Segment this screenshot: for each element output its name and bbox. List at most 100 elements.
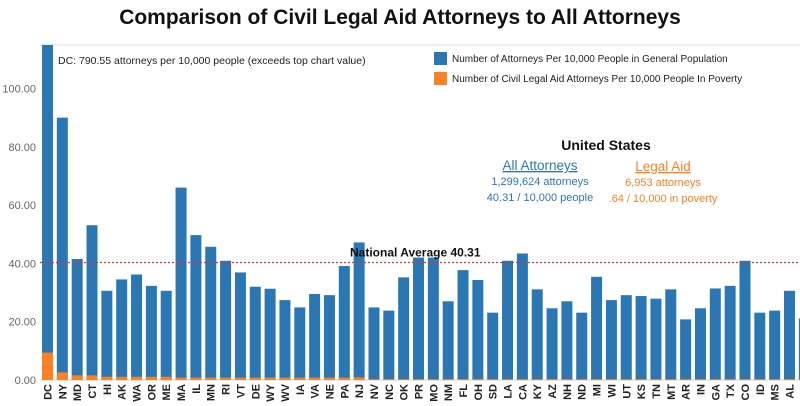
dc-annotation: DC: 790.55 attorneys per 10,000 people (… (58, 55, 366, 67)
bar-general-ND (576, 312, 588, 380)
bar-legal-aid-ME (160, 376, 172, 380)
bar-general-WI (605, 300, 617, 380)
bar-legal-aid-WV (279, 377, 291, 380)
x-tick-label: AL (785, 384, 797, 399)
legal-aid-count: 6,953 attorneys (625, 177, 701, 189)
bar-general-TN (650, 298, 662, 380)
bar-general-VA (309, 294, 321, 380)
legend-label-general: Number of Attorneys Per 10,000 People in… (452, 54, 728, 65)
x-tick-label: IL (191, 384, 203, 394)
x-tick-label: PA (339, 384, 351, 399)
x-tick-label: OK (399, 384, 411, 401)
bar-legal-aid-MI (591, 379, 603, 380)
x-tick-label: FL (458, 384, 470, 398)
bar-general-FL (457, 270, 469, 380)
bar-legal-aid-AZ (546, 379, 558, 380)
x-tick-label: NV (369, 383, 381, 399)
bar-general-HI (101, 290, 113, 380)
bar-legal-aid-OK (398, 379, 410, 380)
legend-swatch-legal-aid (434, 72, 447, 85)
bar-general-OR (145, 285, 157, 380)
bar-legal-aid-WY (264, 377, 276, 380)
all-attorneys-rate: 40.31 / 10,000 people (487, 192, 593, 204)
bar-legal-aid-CT (86, 375, 98, 380)
bar-legal-aid-PR (413, 379, 424, 380)
bar-general-KY (531, 289, 543, 380)
bar-general-CA (516, 253, 528, 380)
bar-legal-aid-TX (724, 379, 736, 380)
bar-legal-aid-MN (205, 377, 217, 380)
bar-legal-aid-PA (338, 377, 350, 380)
legend-swatch-general (434, 52, 447, 65)
bar-legal-aid-AK (116, 376, 128, 380)
bar-legal-aid-NH (561, 379, 573, 380)
x-tick-label: IN (695, 384, 707, 395)
bar-general-MA (175, 187, 187, 380)
x-tick-label: KS (636, 384, 648, 399)
x-tick-label: NE (324, 384, 336, 399)
bar-legal-aid-FL (457, 379, 469, 380)
bar-general-ID (754, 312, 766, 380)
summary-heading: United States (561, 137, 651, 153)
bar-general-NH (561, 301, 573, 380)
bar-general-PR (413, 257, 424, 380)
x-tick-label: KY (532, 383, 544, 399)
x-tick-label: GA (710, 384, 722, 401)
bar-general-ME (160, 290, 172, 380)
bar-legal-aid-NY (56, 372, 68, 380)
bar-general-AZ (546, 308, 558, 380)
x-tick-label: OH (473, 384, 485, 401)
bar-legal-aid-TN (650, 379, 662, 380)
bar-general-NE (323, 295, 335, 380)
bar-general-NM (442, 301, 454, 380)
y-tick-label: 0.00 (15, 375, 36, 387)
x-tick-label: OR (146, 384, 158, 401)
bar-general-IA (294, 307, 306, 380)
x-tick-label: RI (221, 384, 233, 395)
bar-legal-aid-DE (249, 377, 261, 380)
national-average-label: National Average 40.31 (350, 245, 481, 259)
bar-legal-aid-NJ (353, 377, 365, 380)
bar-general-MT (665, 289, 677, 380)
y-tick-label: 20.00 (8, 317, 36, 329)
bar-general-WA (131, 274, 143, 380)
bar-general-LA (502, 260, 514, 380)
y-tick-label: 100.00 (2, 84, 36, 96)
x-tick-label: DE (250, 384, 262, 399)
y-tick-label: 60.00 (8, 200, 36, 212)
x-tick-label: SD (488, 384, 500, 399)
x-tick-label: MD (72, 384, 84, 401)
bar-general-OK (398, 277, 410, 380)
x-tick-label: AR (681, 384, 693, 400)
x-tick-label: CT (87, 384, 99, 399)
bar-legal-aid-IL (190, 377, 202, 380)
bar-legal-aid-MD (71, 375, 83, 380)
bar-general-NC (383, 310, 395, 380)
x-tick-label: NM (443, 384, 455, 401)
bar-general-NJ (353, 242, 365, 380)
x-tick-label: MS (770, 384, 782, 401)
bar-legal-aid-KS (635, 379, 647, 380)
bar-legal-aid-NE (323, 377, 335, 380)
x-tick-label: UT (621, 384, 633, 399)
bar-general-MD (71, 259, 83, 380)
bar-legal-aid-CO (739, 379, 751, 380)
bar-general-IN (694, 308, 706, 380)
x-tick-label: HI (102, 384, 114, 395)
bar-legal-aid-SC (798, 379, 800, 380)
y-tick-label: 80.00 (8, 142, 36, 154)
x-tick-label: VT (235, 384, 247, 398)
bar-general-UT (620, 295, 632, 380)
bar-legal-aid-WA (131, 376, 143, 380)
x-tick-label: PR (414, 384, 426, 399)
x-tick-label: NJ (354, 384, 366, 398)
x-tick-label: MA (176, 384, 188, 401)
bar-general-GA (709, 288, 721, 380)
bar-general-MI (591, 276, 603, 380)
bar-legal-aid-LA (502, 379, 514, 380)
bar-legal-aid-MO (427, 379, 439, 380)
x-tick-label: MI (592, 384, 604, 396)
all-attorneys-count: 1,299,624 attorneys (491, 176, 589, 188)
